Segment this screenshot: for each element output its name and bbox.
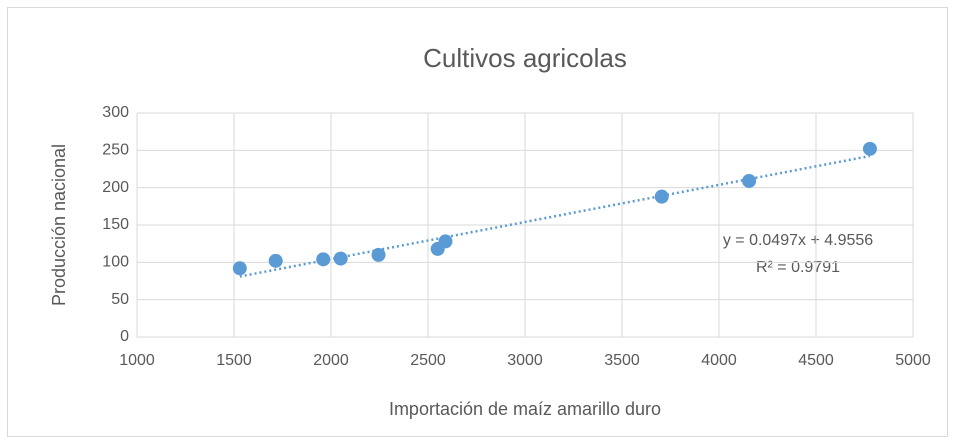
x-tick-label: 5000 (895, 352, 931, 369)
x-tick-label: 2000 (313, 352, 349, 369)
point (438, 234, 453, 249)
trend-equation: y = 0.0497x + 4.9556 (723, 232, 873, 249)
x-tick-label: 4500 (798, 352, 834, 369)
x-tick-label: 1000 (119, 352, 155, 369)
y-tick-label: 0 (120, 328, 129, 345)
x-tick-label: 4000 (701, 352, 737, 369)
point (742, 173, 757, 188)
trend-r2: R² = 0.9791 (756, 259, 840, 276)
y-tick-label: 250 (102, 142, 129, 159)
chart-title: Cultivos agricolas (423, 43, 627, 73)
x-tick-label: 1500 (216, 352, 252, 369)
point (333, 251, 348, 266)
point (654, 189, 669, 204)
y-tick-label: 150 (102, 216, 129, 233)
point (232, 261, 247, 276)
y-tick-label: 100 (102, 254, 129, 271)
y-tick-label: 200 (102, 179, 129, 196)
point (862, 141, 877, 156)
x-tick-label: 2500 (410, 352, 446, 369)
x-tick-label: 3500 (604, 352, 640, 369)
y-tick-label: 300 (102, 104, 129, 121)
y-tick-label: 50 (111, 291, 129, 308)
point (316, 252, 331, 267)
x-tick-label: 3000 (507, 352, 543, 369)
x-axis-label: Importación de maíz amarillo duro (389, 399, 661, 419)
point (371, 247, 386, 262)
point (268, 253, 283, 268)
y-axis-label: Producción nacional (49, 144, 69, 306)
chart-frame (7, 7, 948, 437)
